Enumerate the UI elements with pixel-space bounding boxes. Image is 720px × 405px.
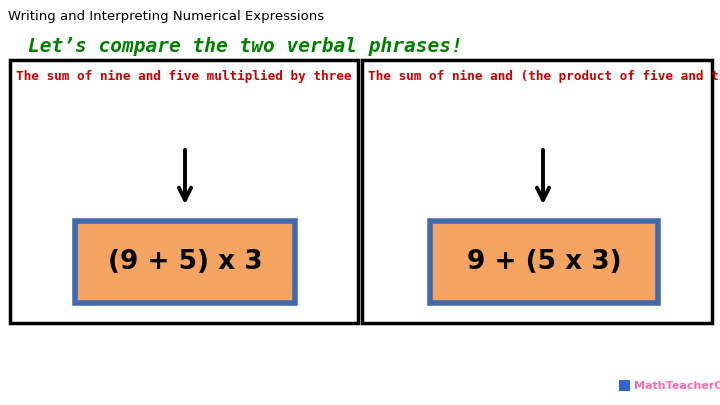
Text: (9 + 5) x 3: (9 + 5) x 3 [108, 249, 262, 275]
FancyBboxPatch shape [75, 221, 295, 303]
Text: MathTeacherCoach.com: MathTeacherCoach.com [634, 381, 720, 391]
Text: The sum of nine and five multiplied by three: The sum of nine and five multiplied by t… [16, 70, 351, 83]
Text: Writing and Interpreting Numerical Expressions: Writing and Interpreting Numerical Expre… [8, 10, 324, 23]
Text: 9 + (5 x 3): 9 + (5 x 3) [467, 249, 621, 275]
FancyBboxPatch shape [362, 60, 712, 323]
FancyBboxPatch shape [430, 221, 658, 303]
FancyBboxPatch shape [619, 380, 630, 391]
Text: Let’s compare the two verbal phrases!: Let’s compare the two verbal phrases! [28, 37, 463, 56]
Text: The sum of nine and (the product of five and three): The sum of nine and (the product of five… [368, 70, 720, 83]
FancyBboxPatch shape [10, 60, 358, 323]
